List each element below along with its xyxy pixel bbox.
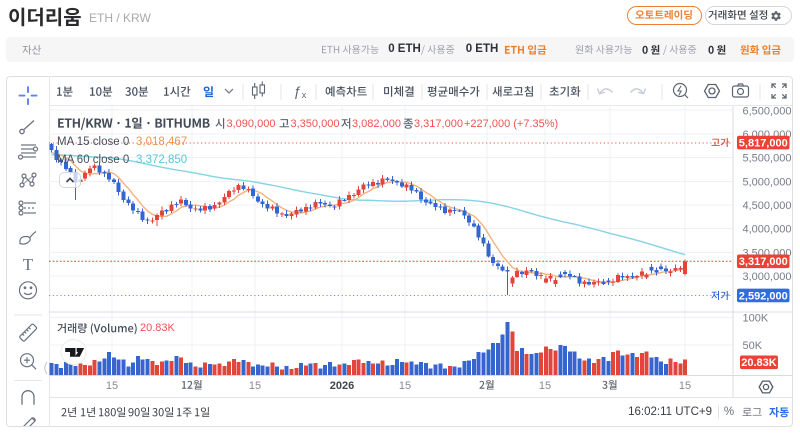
svg-text:5,000,000: 5,000,000: [743, 176, 792, 188]
svg-text:5,817,000: 5,817,000: [739, 138, 788, 150]
svg-text:T: T: [23, 255, 34, 274]
svg-text:100K: 100K: [743, 312, 769, 324]
svg-text:4,500,000: 4,500,000: [743, 200, 792, 212]
svg-text:3,317,000: 3,317,000: [739, 256, 788, 268]
svg-text:6,500,000: 6,500,000: [743, 106, 792, 117]
svg-text:15: 15: [249, 380, 261, 392]
svg-text:3,000,000: 3,000,000: [743, 271, 792, 283]
svg-text:15: 15: [399, 380, 411, 392]
svg-text:2026: 2026: [330, 380, 354, 392]
svg-text:15: 15: [106, 380, 118, 392]
svg-text:15: 15: [539, 380, 551, 392]
svg-text:15: 15: [679, 380, 691, 392]
svg-text:20.83K: 20.83K: [741, 357, 777, 369]
svg-text:ƒ: ƒ: [293, 83, 301, 99]
svg-text:50K: 50K: [743, 340, 763, 352]
svg-text:5,500,000: 5,500,000: [743, 153, 792, 165]
svg-text:2,592,000: 2,592,000: [739, 290, 788, 302]
svg-text:x: x: [302, 90, 307, 100]
svg-text:4,000,000: 4,000,000: [743, 224, 792, 236]
